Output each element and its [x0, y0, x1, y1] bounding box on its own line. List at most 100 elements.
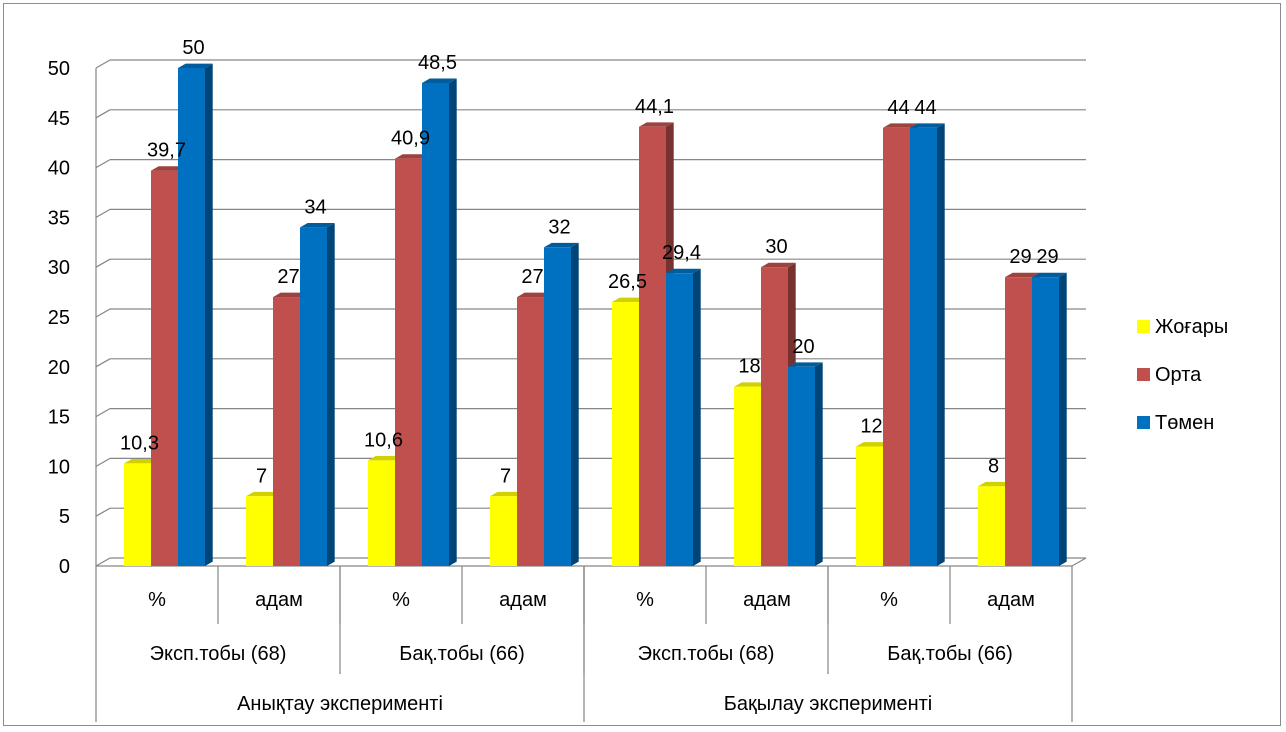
bar-top	[1032, 272, 1067, 278]
bar-front	[490, 496, 517, 566]
data-label: 39,7	[147, 140, 186, 162]
bar-front	[734, 386, 761, 566]
data-label: 44	[914, 97, 936, 119]
data-label: 30	[765, 236, 787, 258]
bar	[422, 78, 457, 566]
gridline-depth	[95, 109, 111, 119]
category-label: адам	[255, 589, 303, 611]
gridline-depth	[95, 358, 111, 368]
bar-top	[246, 491, 281, 497]
gridline-depth	[95, 507, 111, 517]
bar-top	[612, 297, 647, 303]
bar-top	[666, 268, 701, 274]
y-tick-labels: 0 5 10 15 20 25 30 35 40 45 50	[48, 58, 70, 578]
data-label: 44,1	[635, 96, 674, 118]
category-label: %	[880, 589, 898, 611]
bar-front	[1032, 277, 1059, 566]
legend-swatch	[1137, 416, 1150, 429]
data-label: 27	[521, 266, 543, 288]
category-axis: % адам% адам% адам% адам Эксп.тобы (68) Бақ.то…	[95, 566, 1073, 722]
data-label: 27	[277, 266, 299, 288]
gridline-depth	[95, 208, 111, 218]
bar	[1032, 272, 1067, 566]
bar-chart: 0 5 10 15 20 25 30 35 40 45 50 10,3 39,7 50 7 27 34 10,6 4…	[48, 37, 1228, 722]
bar-front	[788, 366, 815, 566]
bar-top	[151, 166, 186, 171]
category-label: %	[148, 589, 166, 611]
bar-front	[639, 126, 666, 566]
data-label: 10,3	[120, 432, 159, 454]
bar-top	[517, 292, 552, 298]
legend-label: Төмен	[1155, 412, 1214, 434]
bar-front	[517, 297, 544, 566]
bar-front	[544, 247, 571, 566]
category-supergroup-label: Анықтау эксперименті	[237, 693, 443, 715]
bar-top	[273, 292, 308, 298]
bar-front	[273, 297, 300, 566]
data-label: 26,5	[608, 271, 647, 293]
bar-front	[178, 68, 205, 566]
data-label: 29,4	[662, 242, 701, 264]
data-label: 50	[182, 37, 204, 59]
data-label: 20	[792, 336, 814, 358]
bar-front	[395, 158, 422, 567]
data-label: 18	[738, 356, 760, 378]
data-label: 34	[304, 196, 326, 218]
data-label: 12	[860, 415, 882, 437]
bar-top	[910, 123, 945, 128]
data-label: 7	[500, 465, 511, 487]
gridline-depth	[95, 408, 111, 418]
data-label: 44	[887, 97, 909, 119]
data-labels: 10,3 39,7 50 7 27 34 10,6 40,9 48,5 7 27 32 26,5 44,1…	[120, 37, 1059, 487]
category-label: адам	[987, 589, 1035, 611]
bar-top	[1005, 272, 1040, 278]
data-label: 40,9	[391, 128, 430, 150]
bar-side	[693, 268, 701, 566]
y-tick-label: 5	[59, 506, 70, 528]
category-label: адам	[499, 589, 547, 611]
y-tick-label: 20	[48, 357, 70, 379]
category-supergroup-label: Бақылау эксперименті	[724, 693, 932, 715]
y-tick-label: 10	[48, 456, 70, 478]
bar-top	[978, 481, 1013, 487]
legend-swatch	[1137, 368, 1150, 381]
bar-front	[612, 302, 639, 566]
bar-front	[300, 227, 327, 567]
category-group-label: Бақ.тобы (66)	[399, 643, 525, 665]
data-label: 10,6	[364, 429, 403, 451]
category-label: адам	[743, 589, 791, 611]
bar-front	[978, 486, 1005, 566]
bar-side	[571, 242, 579, 566]
category-group-label: Бақ.тобы (66)	[887, 643, 1013, 665]
gridline-depth	[95, 258, 111, 268]
data-label: 29	[1036, 246, 1058, 268]
bar-front	[856, 446, 883, 566]
category-label: %	[392, 589, 410, 611]
y-tick-label: 50	[48, 58, 70, 80]
bar	[178, 63, 213, 566]
bars	[124, 63, 1067, 567]
floor-right-edge	[1071, 557, 1087, 567]
category-group-label: Эксп.тобы (68)	[150, 643, 287, 665]
bar-side	[449, 78, 457, 566]
category-label: %	[636, 589, 654, 611]
legend-label: Орта	[1155, 364, 1202, 386]
data-label: 7	[256, 465, 267, 487]
gridline-depth	[95, 59, 111, 69]
bar	[910, 123, 945, 567]
bar-front	[761, 267, 788, 566]
bar-side	[327, 222, 335, 566]
bar-top	[883, 123, 918, 128]
bar-front	[246, 496, 273, 566]
bar-top	[178, 63, 213, 68]
bar	[788, 362, 823, 566]
category-group-label: Эксп.тобы (68)	[638, 643, 775, 665]
y-tick-label: 45	[48, 108, 70, 130]
data-label: 32	[548, 216, 570, 238]
gridline-depth	[95, 557, 111, 567]
y-tick-label: 40	[48, 158, 70, 180]
y-tick-label: 25	[48, 307, 70, 329]
bar-front	[124, 463, 151, 566]
bar-front	[666, 273, 693, 566]
gridline-depth	[95, 457, 111, 467]
